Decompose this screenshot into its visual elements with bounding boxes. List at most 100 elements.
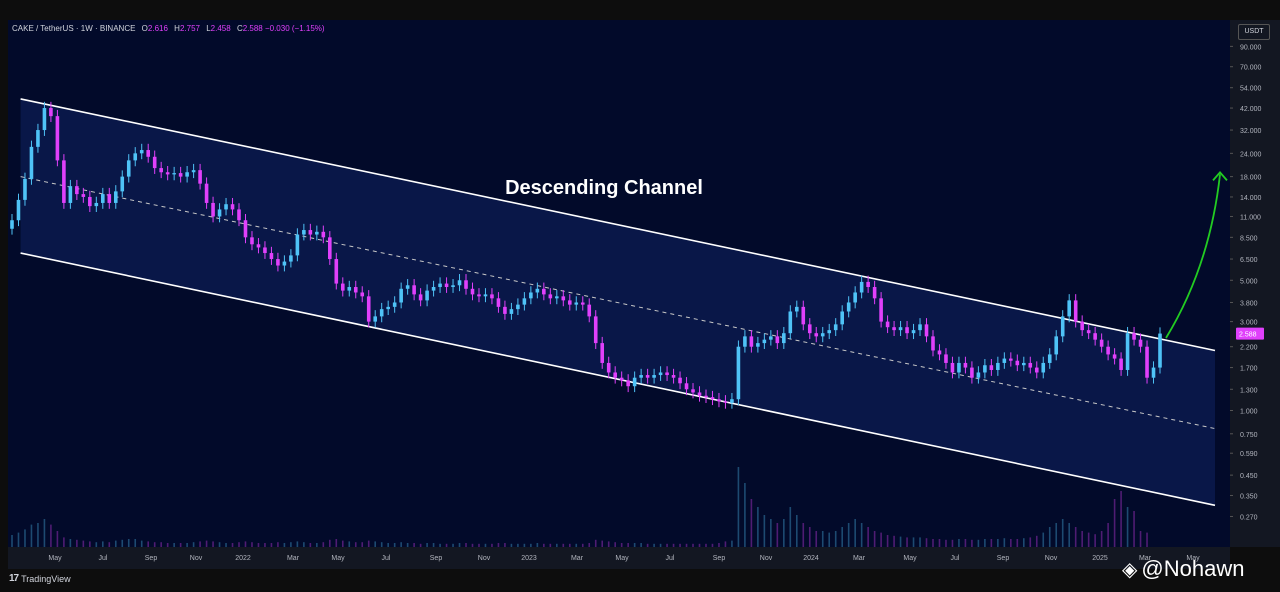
y-tick-label: 1.300 bbox=[1240, 387, 1258, 394]
candle-body bbox=[866, 281, 870, 288]
tradingview-watermark[interactable]: 17 TradingView bbox=[9, 573, 71, 584]
candle-body bbox=[561, 296, 566, 301]
candle-body bbox=[444, 283, 449, 288]
candle-body bbox=[522, 298, 527, 305]
volume-bar bbox=[283, 543, 286, 547]
candle-body bbox=[204, 183, 209, 203]
x-tick-label: Mar bbox=[571, 555, 584, 562]
volume-bar bbox=[335, 539, 338, 547]
candle-body bbox=[392, 302, 397, 307]
volume-bar bbox=[419, 543, 422, 547]
last-price-label: 2.588 bbox=[1239, 332, 1257, 339]
volume-bar bbox=[406, 543, 409, 547]
candle-body bbox=[665, 372, 669, 376]
y-tick-label: 0.450 bbox=[1240, 473, 1258, 480]
candle-body bbox=[256, 244, 261, 248]
volume-bar bbox=[173, 543, 175, 547]
candle-body bbox=[794, 306, 799, 312]
candle-body bbox=[749, 336, 754, 347]
candle-body bbox=[308, 230, 313, 235]
low-value: 2.458 bbox=[210, 24, 231, 33]
volume-bar bbox=[166, 543, 169, 547]
volume-bar bbox=[627, 543, 629, 547]
volume-bar bbox=[724, 541, 727, 547]
candle-body bbox=[775, 336, 780, 344]
volume-bar bbox=[192, 542, 195, 547]
candle-body bbox=[769, 336, 773, 340]
candle-body bbox=[276, 259, 280, 266]
volume-bar bbox=[847, 523, 850, 547]
high-value: 2.757 bbox=[179, 24, 200, 33]
x-tick-label: Jul bbox=[99, 555, 108, 562]
volume-bar bbox=[238, 542, 240, 547]
candle-body bbox=[762, 339, 767, 344]
volume-bar bbox=[718, 543, 720, 547]
volume-bar bbox=[795, 515, 798, 547]
candle-body bbox=[49, 108, 53, 117]
volume-bar bbox=[938, 539, 941, 547]
candle-body bbox=[905, 327, 909, 334]
candle-body bbox=[1093, 333, 1097, 340]
volume-bar bbox=[393, 543, 396, 547]
volume-bar bbox=[964, 539, 967, 547]
candle-body bbox=[671, 375, 676, 378]
volume-bar bbox=[731, 540, 733, 547]
volume-bar bbox=[452, 543, 454, 547]
volume-bar bbox=[530, 543, 532, 547]
volume-bar bbox=[1139, 531, 1142, 547]
x-tick-label: Mar bbox=[853, 555, 866, 562]
volume-bar bbox=[458, 543, 461, 547]
y-tick-label: 0.270 bbox=[1240, 514, 1258, 521]
volume-bar bbox=[140, 540, 143, 547]
candle-body bbox=[360, 292, 365, 297]
volume-bar bbox=[672, 543, 675, 547]
candle-body bbox=[237, 209, 241, 221]
candle-body bbox=[580, 302, 585, 305]
volume-bar bbox=[1055, 523, 1058, 547]
volume-bar bbox=[37, 523, 39, 547]
volume-bar bbox=[413, 543, 415, 547]
candle-body bbox=[1073, 300, 1078, 322]
candle-body bbox=[36, 130, 40, 147]
volume-bar bbox=[82, 540, 85, 547]
volume-bar bbox=[945, 539, 947, 547]
candle-body bbox=[970, 367, 974, 378]
candle-body bbox=[328, 237, 332, 260]
y-tick-label: 0.590 bbox=[1240, 451, 1258, 458]
author-handle: ◈ @Nohawn bbox=[1122, 556, 1244, 582]
candle-body bbox=[704, 395, 708, 398]
candle-body bbox=[217, 209, 222, 217]
symbol-legend: CAKE / TetherUS · 1W · BINANCE O2.616 H2… bbox=[12, 24, 325, 33]
candle-body bbox=[1021, 362, 1026, 366]
candle-body bbox=[1099, 339, 1104, 347]
volume-bar bbox=[76, 539, 78, 547]
candle-body bbox=[1106, 346, 1110, 355]
tradingview-logo-icon: 17 bbox=[9, 573, 19, 584]
candle-body bbox=[1067, 300, 1071, 317]
x-tick-label: Sep bbox=[997, 555, 1010, 562]
volume-bar bbox=[160, 542, 162, 547]
candle-body bbox=[548, 294, 553, 299]
volume-bar bbox=[1081, 531, 1083, 547]
volume-bar bbox=[497, 543, 500, 547]
volume-bar bbox=[536, 543, 539, 547]
candle-body bbox=[931, 336, 935, 351]
candle-body bbox=[632, 377, 637, 387]
volume-bar bbox=[380, 542, 383, 547]
author-name: @Nohawn bbox=[1141, 556, 1245, 581]
candle-body bbox=[94, 202, 99, 207]
candle-body bbox=[846, 302, 851, 312]
x-tick-label: May bbox=[903, 555, 917, 562]
volume-bar bbox=[179, 543, 182, 547]
currency-button[interactable]: USDT bbox=[1238, 24, 1270, 40]
candle-body bbox=[606, 362, 611, 373]
x-tick-label: Nov bbox=[190, 555, 203, 562]
candle-body bbox=[593, 316, 598, 344]
candle-body bbox=[1054, 336, 1059, 355]
candle-body bbox=[879, 298, 883, 322]
volume-bar bbox=[199, 541, 201, 547]
volume-bar bbox=[367, 540, 370, 547]
x-tick-label: May bbox=[331, 555, 345, 562]
y-tick-label: 0.750 bbox=[1240, 432, 1258, 439]
